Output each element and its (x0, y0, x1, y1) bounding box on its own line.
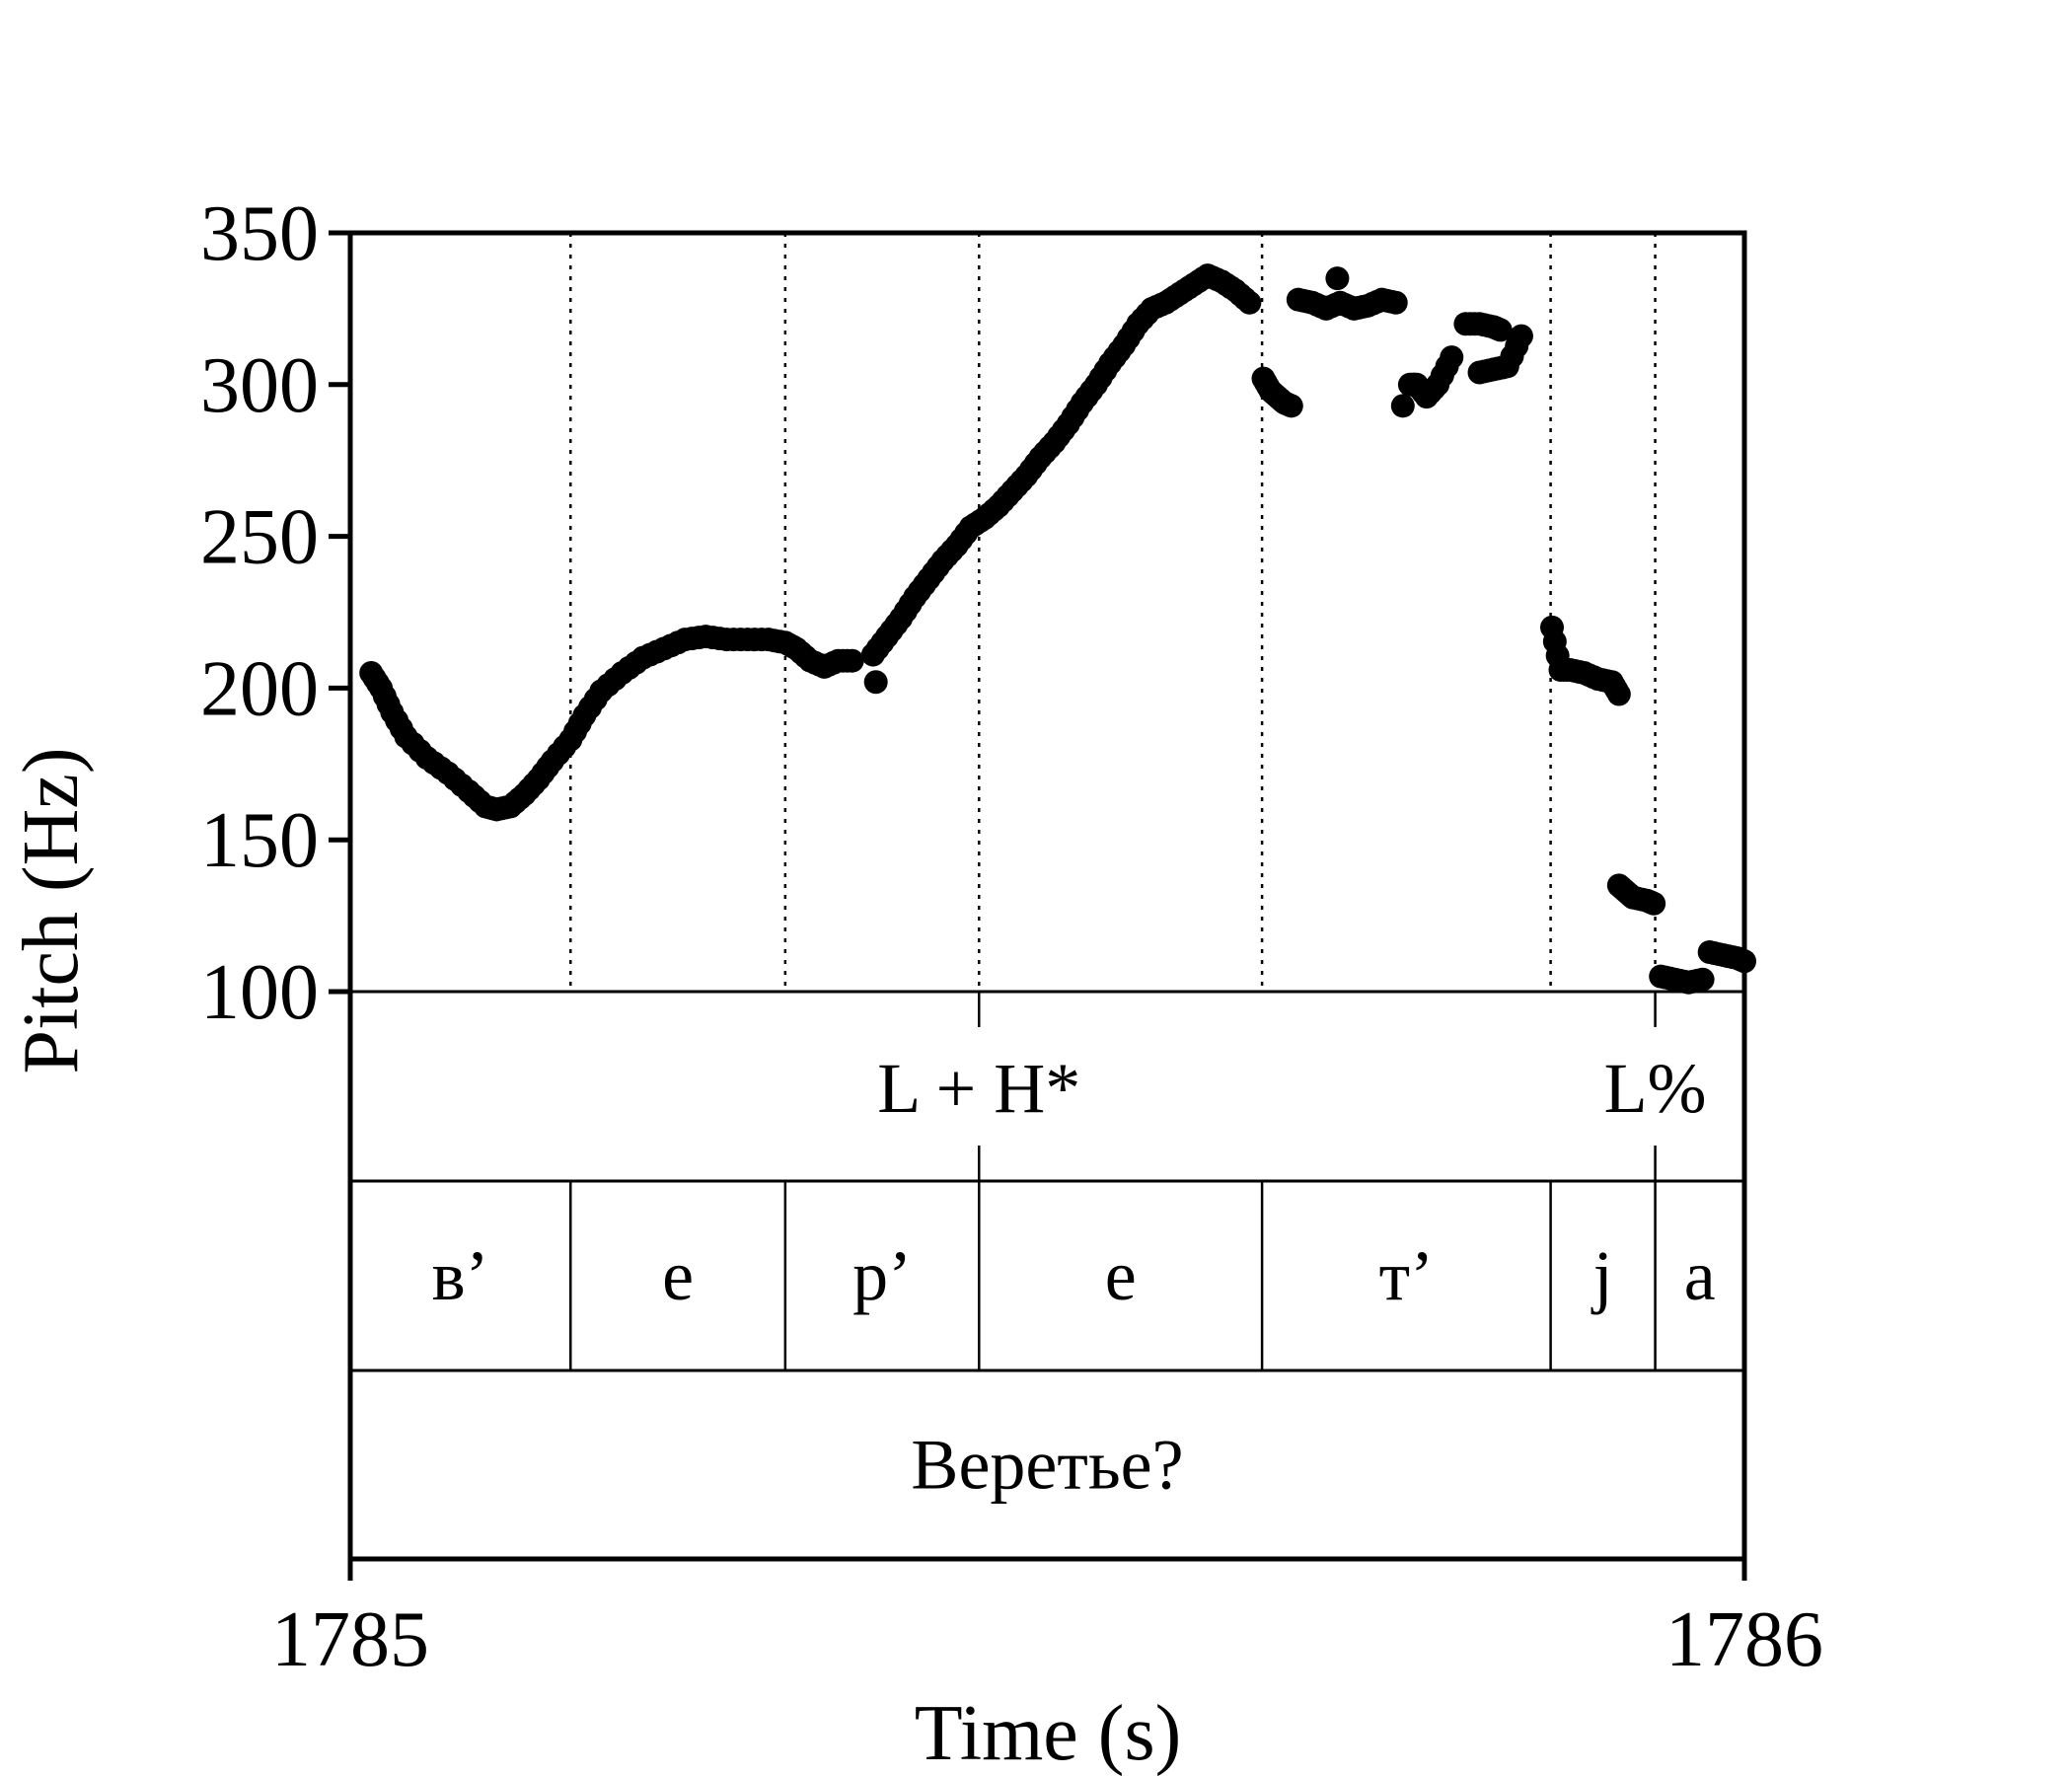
word-tier: Веретье? (911, 1426, 1183, 1505)
pitch-point-290 (863, 670, 888, 695)
pitch-point-291 (1325, 266, 1350, 291)
plot-border (347, 230, 1747, 1562)
tone-label-0: L + H* (877, 1049, 1080, 1128)
segment-label-2: р’ (852, 1236, 912, 1315)
y-tick-label-3: 250 (200, 494, 319, 581)
pitch-point-269 (1642, 891, 1666, 916)
y-axis-ticks: 100 150 200 250 300 350 (200, 190, 350, 1036)
pitch-point-182 (1279, 394, 1303, 418)
pitch-point-217 (1440, 345, 1464, 370)
plot-frame (347, 230, 1747, 1562)
pitch-point-279 (1690, 967, 1715, 992)
y-tick-label-4: 300 (200, 342, 319, 429)
segment-boundaries (569, 233, 1657, 1370)
y-axis-title: Pitch (Hz) (8, 747, 95, 1073)
pitch-point-169 (1237, 290, 1262, 315)
segment-label-3: е (1105, 1236, 1137, 1315)
pitch-point-204 (1383, 290, 1408, 315)
pitch-point-289 (1733, 949, 1756, 974)
x-tick-label-1: 1786 (1665, 1596, 1823, 1683)
tone-label-1: L% (1604, 1049, 1707, 1128)
pitch-point-227 (1488, 318, 1513, 342)
x-axis-title: Time (s) (915, 1690, 1181, 1776)
segment-label-1: е (662, 1236, 694, 1315)
tone-tier: L + H* L% (877, 1049, 1706, 1128)
pitch-points (359, 263, 1756, 995)
segment-label-5: j (1591, 1236, 1613, 1315)
segment-label-0: в’ (432, 1236, 489, 1315)
segment-tier: в’ е р’ е т’ j а (432, 1236, 1716, 1315)
y-tick-label-5: 350 (200, 190, 319, 277)
segment-label-4: т’ (1379, 1236, 1434, 1315)
pitch-point-237 (1509, 324, 1533, 348)
x-tick-label-0: 1785 (271, 1596, 429, 1683)
word-label: Веретье? (911, 1426, 1183, 1505)
pitch-point-292 (1390, 394, 1415, 418)
x-axis-ticks: 1785 1786 (271, 1559, 1823, 1683)
pitch-point-293 (1402, 372, 1427, 397)
y-tick-label-1: 150 (200, 797, 319, 884)
pitch-point-256 (1606, 682, 1631, 706)
y-tick-label-2: 200 (200, 645, 319, 732)
pitch-point-87 (840, 648, 864, 673)
segment-label-6: а (1684, 1236, 1716, 1315)
y-tick-label-0: 100 (200, 949, 319, 1036)
